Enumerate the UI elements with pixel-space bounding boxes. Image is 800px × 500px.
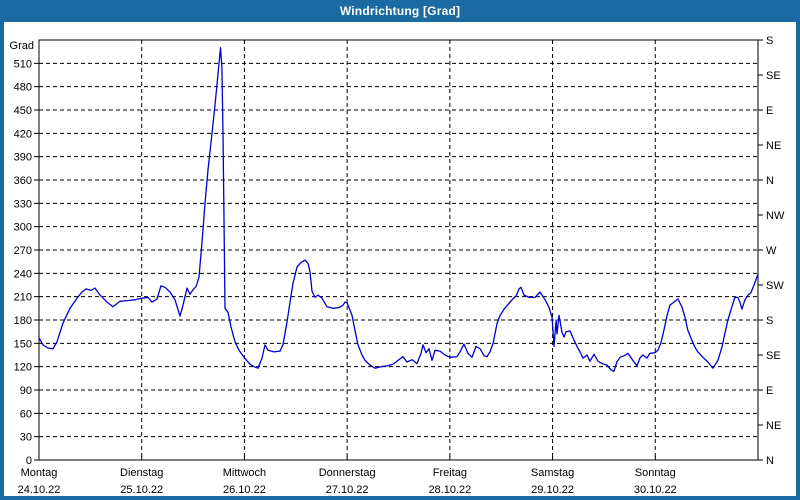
compass-tick-label: SW: [766, 280, 784, 292]
day-label: Freitag: [433, 467, 467, 479]
day-label: Mittwoch: [223, 467, 266, 479]
y-tick-label: 240: [14, 268, 32, 280]
y-tick-label: 300: [14, 222, 32, 234]
y-tick-label: 180: [14, 315, 32, 327]
compass-tick-label: S: [766, 35, 773, 47]
day-label: Dienstag: [120, 467, 163, 479]
y-tick-label: 510: [14, 58, 32, 70]
compass-tick-label: S: [766, 315, 773, 327]
y-tick-label: 150: [14, 338, 32, 350]
y-tick-label: 120: [14, 362, 32, 374]
compass-tick-label: E: [766, 385, 773, 397]
date-label: 26.10.22: [223, 484, 266, 496]
compass-tick-label: NE: [766, 140, 781, 152]
compass-tick-label: SE: [766, 70, 781, 82]
wind-direction-series: [38, 47, 759, 372]
y-tick-label: 390: [14, 152, 32, 164]
day-label: Samstag: [531, 467, 574, 479]
compass-tick-label: N: [766, 455, 774, 467]
day-label: Montag: [21, 467, 58, 479]
title-bar: Windrichtung [Grad]: [0, 0, 800, 22]
date-label: 27.10.22: [326, 484, 369, 496]
y-tick-label: 0: [26, 455, 32, 467]
day-label: Sonntag: [635, 467, 676, 479]
y-tick-label: 270: [14, 245, 32, 257]
date-label: 24.10.22: [18, 484, 61, 496]
compass-tick-label: NE: [766, 420, 781, 432]
y-tick-label: 210: [14, 292, 32, 304]
window-title: Windrichtung [Grad]: [339, 4, 461, 18]
y-tick-label: 90: [20, 385, 32, 397]
compass-tick-label: E: [766, 105, 773, 117]
y-tick-label: 60: [20, 408, 32, 420]
y-tick-label: 30: [20, 432, 32, 444]
y-tick-label: 330: [14, 198, 32, 210]
y-tick-label: 480: [14, 82, 32, 94]
date-label: 29.10.22: [531, 484, 574, 496]
date-label: 25.10.22: [120, 484, 163, 496]
day-label: Donnerstag: [319, 467, 376, 479]
y-tick-label: 450: [14, 105, 32, 117]
y-tick-label: 360: [14, 175, 32, 187]
y-tick-label: 420: [14, 128, 32, 140]
compass-tick-label: SE: [766, 350, 781, 362]
y-axis-title: Grad: [10, 40, 34, 52]
compass-tick-label: W: [766, 245, 777, 257]
date-label: 28.10.22: [428, 484, 471, 496]
compass-tick-label: N: [766, 175, 774, 187]
wind-direction-chart: Grad 0 30 60 90 120 150 180 210 240 270 300 330 360 39…: [10, 35, 785, 496]
date-label: 30.10.22: [634, 484, 677, 496]
compass-tick-label: NW: [766, 210, 785, 222]
